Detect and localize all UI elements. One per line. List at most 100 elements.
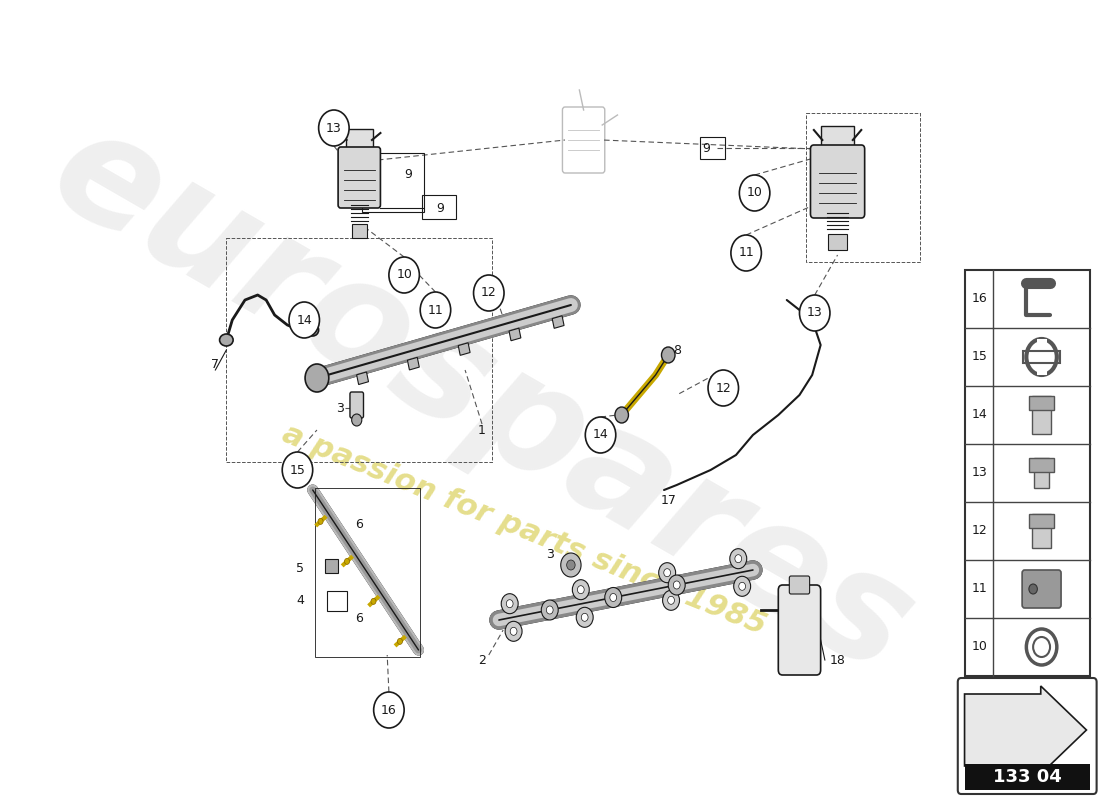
Text: 14: 14 — [972, 409, 988, 422]
FancyBboxPatch shape — [790, 576, 810, 594]
Circle shape — [289, 302, 319, 338]
FancyBboxPatch shape — [779, 585, 821, 675]
Text: 6: 6 — [355, 518, 363, 531]
FancyBboxPatch shape — [1028, 458, 1054, 472]
Circle shape — [352, 414, 362, 426]
Text: 15: 15 — [972, 350, 988, 363]
Text: 9: 9 — [436, 202, 443, 214]
Circle shape — [1028, 584, 1037, 594]
FancyBboxPatch shape — [338, 147, 381, 208]
Circle shape — [729, 549, 747, 569]
Polygon shape — [356, 372, 369, 385]
Ellipse shape — [307, 324, 319, 336]
Circle shape — [371, 598, 376, 604]
FancyBboxPatch shape — [1036, 339, 1047, 375]
Text: 13: 13 — [326, 122, 342, 134]
Text: 13: 13 — [806, 306, 823, 319]
Text: 11: 11 — [972, 582, 988, 595]
Circle shape — [576, 607, 593, 627]
Text: 2: 2 — [478, 654, 486, 666]
Text: 16: 16 — [381, 703, 397, 717]
Text: 13: 13 — [972, 466, 988, 479]
Text: 4: 4 — [296, 594, 304, 606]
Text: 16: 16 — [972, 293, 988, 306]
Circle shape — [510, 627, 517, 635]
Circle shape — [615, 407, 628, 423]
Text: 11: 11 — [428, 303, 443, 317]
Circle shape — [578, 586, 584, 594]
Circle shape — [506, 600, 513, 608]
FancyBboxPatch shape — [811, 145, 865, 218]
Text: 9: 9 — [405, 169, 412, 182]
Circle shape — [605, 587, 621, 607]
Circle shape — [566, 560, 575, 570]
Text: 10: 10 — [747, 186, 762, 199]
Text: 10: 10 — [396, 269, 412, 282]
Circle shape — [739, 582, 746, 590]
Text: 14: 14 — [296, 314, 312, 326]
Circle shape — [800, 295, 829, 331]
Text: 1: 1 — [478, 423, 486, 437]
Circle shape — [669, 575, 685, 595]
Circle shape — [473, 275, 504, 311]
Circle shape — [318, 518, 323, 524]
Text: 12: 12 — [715, 382, 732, 394]
Text: 12: 12 — [972, 525, 988, 538]
FancyBboxPatch shape — [965, 270, 1090, 676]
Text: 11: 11 — [738, 246, 754, 259]
Polygon shape — [459, 342, 470, 355]
Circle shape — [397, 638, 403, 644]
Text: 6: 6 — [355, 611, 363, 625]
FancyBboxPatch shape — [345, 129, 373, 151]
Circle shape — [609, 594, 617, 602]
Text: 5: 5 — [296, 562, 304, 574]
FancyBboxPatch shape — [324, 559, 338, 573]
Circle shape — [283, 452, 312, 488]
Circle shape — [344, 558, 350, 564]
Circle shape — [1033, 637, 1050, 657]
FancyBboxPatch shape — [350, 392, 363, 418]
Text: 18: 18 — [829, 654, 846, 666]
Polygon shape — [509, 328, 521, 341]
Circle shape — [505, 622, 522, 642]
Text: 3: 3 — [336, 402, 343, 414]
Text: 17: 17 — [660, 494, 676, 506]
FancyBboxPatch shape — [828, 234, 847, 250]
Ellipse shape — [220, 334, 233, 346]
Circle shape — [663, 569, 671, 577]
Circle shape — [374, 692, 404, 728]
FancyBboxPatch shape — [352, 224, 367, 238]
Circle shape — [1026, 629, 1057, 665]
FancyBboxPatch shape — [822, 126, 854, 150]
Circle shape — [739, 175, 770, 211]
FancyBboxPatch shape — [1034, 458, 1049, 488]
Circle shape — [673, 581, 680, 589]
Circle shape — [319, 110, 349, 146]
FancyBboxPatch shape — [1032, 396, 1050, 434]
Circle shape — [389, 257, 419, 293]
Circle shape — [547, 606, 553, 614]
Circle shape — [305, 364, 329, 392]
Circle shape — [561, 553, 581, 577]
Text: 14: 14 — [593, 429, 608, 442]
Polygon shape — [965, 686, 1087, 774]
Circle shape — [734, 576, 750, 596]
Circle shape — [730, 235, 761, 271]
Text: 3: 3 — [546, 549, 553, 562]
Polygon shape — [552, 316, 564, 328]
Text: 15: 15 — [289, 463, 306, 477]
Circle shape — [662, 590, 680, 610]
FancyBboxPatch shape — [1028, 514, 1054, 528]
Circle shape — [661, 347, 675, 363]
FancyBboxPatch shape — [1022, 570, 1062, 608]
Circle shape — [585, 417, 616, 453]
Circle shape — [708, 370, 738, 406]
Text: 12: 12 — [481, 286, 497, 299]
FancyBboxPatch shape — [958, 678, 1097, 794]
Text: 10: 10 — [972, 641, 988, 654]
Text: a passion for parts since 1985: a passion for parts since 1985 — [278, 419, 771, 641]
Text: 8: 8 — [673, 343, 681, 357]
FancyBboxPatch shape — [1028, 396, 1054, 410]
Circle shape — [541, 600, 558, 620]
Circle shape — [502, 594, 518, 614]
